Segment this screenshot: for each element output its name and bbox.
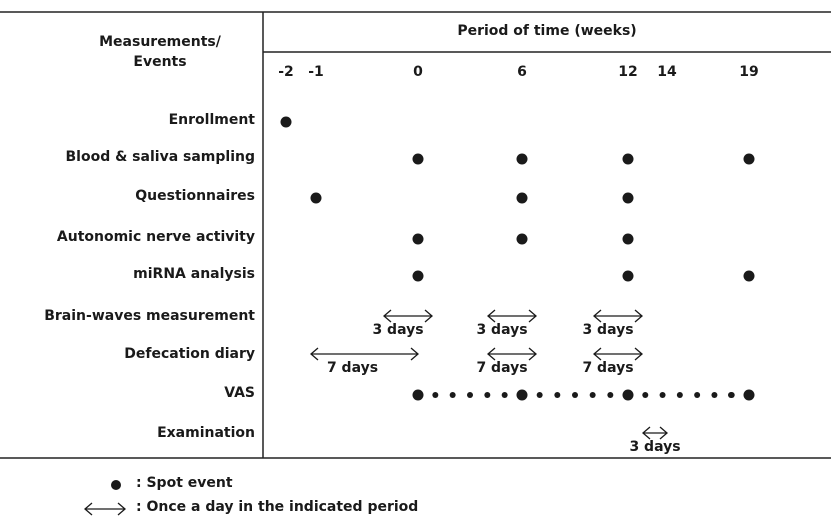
daily-dot bbox=[554, 392, 561, 398]
legend-period: : Once a day in the indicated period bbox=[136, 499, 418, 515]
daily-dot bbox=[501, 392, 508, 398]
spot-event bbox=[516, 389, 528, 401]
arrow-head bbox=[310, 347, 319, 361]
arrow-head bbox=[528, 309, 537, 323]
daily-dot bbox=[484, 392, 491, 398]
legend-arrow bbox=[84, 502, 126, 516]
period-label: 3 days bbox=[476, 322, 527, 338]
spot-event bbox=[412, 233, 424, 245]
daily-dot bbox=[607, 392, 614, 398]
week-label: 19 bbox=[739, 64, 758, 80]
daily-dot bbox=[432, 392, 439, 398]
daily-dot bbox=[572, 392, 578, 398]
period-label: 3 days bbox=[582, 322, 633, 338]
daily-dot bbox=[589, 392, 596, 398]
spot-event bbox=[622, 389, 634, 401]
row-title: Events bbox=[133, 54, 186, 70]
daily-dot bbox=[642, 392, 649, 398]
spot-event bbox=[516, 153, 528, 165]
spot-event bbox=[516, 233, 528, 245]
daily-dot bbox=[676, 392, 683, 398]
legend-spot: : Spot event bbox=[136, 475, 233, 491]
arrow-head bbox=[642, 426, 651, 440]
spot-event bbox=[622, 153, 634, 165]
daily-dot bbox=[694, 392, 701, 398]
daily-dot bbox=[449, 392, 456, 398]
arrow-head bbox=[634, 309, 643, 323]
row-label: Brain-waves measurement bbox=[44, 308, 255, 324]
spot-event bbox=[310, 192, 322, 204]
spot-event bbox=[412, 270, 424, 282]
spot-event bbox=[743, 153, 755, 165]
spot-event bbox=[743, 389, 755, 401]
daily-dot bbox=[728, 392, 734, 398]
spot-event bbox=[622, 192, 634, 204]
spot-event bbox=[280, 116, 292, 128]
week-label: 12 bbox=[618, 64, 637, 80]
period-label: 7 days bbox=[582, 360, 633, 376]
row-label: Autonomic nerve activity bbox=[57, 229, 255, 245]
period-title: Period of time (weeks) bbox=[457, 23, 636, 39]
spot-event bbox=[743, 270, 755, 282]
row-label: miRNA analysis bbox=[133, 266, 255, 282]
daily-dot bbox=[659, 392, 666, 398]
arrow-head bbox=[593, 347, 602, 361]
period-label: 7 days bbox=[327, 360, 378, 376]
week-label: 14 bbox=[657, 64, 677, 80]
spot-event bbox=[622, 270, 634, 282]
row-label: Examination bbox=[157, 425, 255, 441]
row-label: Blood & saliva sampling bbox=[66, 149, 256, 165]
arrow-head bbox=[424, 309, 433, 323]
legend-dot bbox=[111, 480, 121, 490]
period-label: 7 days bbox=[476, 360, 527, 376]
period-label: 3 days bbox=[372, 322, 423, 338]
spot-event bbox=[412, 153, 424, 165]
daily-dot bbox=[711, 392, 718, 398]
spot-event bbox=[516, 192, 528, 204]
spot-event bbox=[412, 389, 424, 401]
week-label: -2 bbox=[278, 64, 294, 80]
arrow-head bbox=[528, 347, 537, 361]
daily-dot bbox=[536, 392, 543, 398]
arrow-head bbox=[659, 426, 668, 440]
week-label: -1 bbox=[308, 64, 324, 80]
spot-event bbox=[622, 233, 634, 245]
week-label: 0 bbox=[413, 64, 423, 80]
row-label: Questionnaires bbox=[135, 188, 255, 204]
arrow-head bbox=[410, 347, 419, 361]
arrow-head bbox=[634, 347, 643, 361]
daily-dot bbox=[467, 392, 473, 398]
arrow-head bbox=[487, 309, 496, 323]
row-title: Measurements/ bbox=[99, 34, 222, 50]
row-label: VAS bbox=[224, 385, 255, 401]
arrow-head bbox=[383, 309, 392, 323]
row-label: Defecation diary bbox=[124, 346, 255, 362]
row-label: Enrollment bbox=[169, 112, 256, 128]
week-label: 6 bbox=[517, 64, 527, 80]
arrow-head bbox=[487, 347, 496, 361]
arrow-head bbox=[593, 309, 602, 323]
period-label: 3 days bbox=[629, 439, 680, 455]
